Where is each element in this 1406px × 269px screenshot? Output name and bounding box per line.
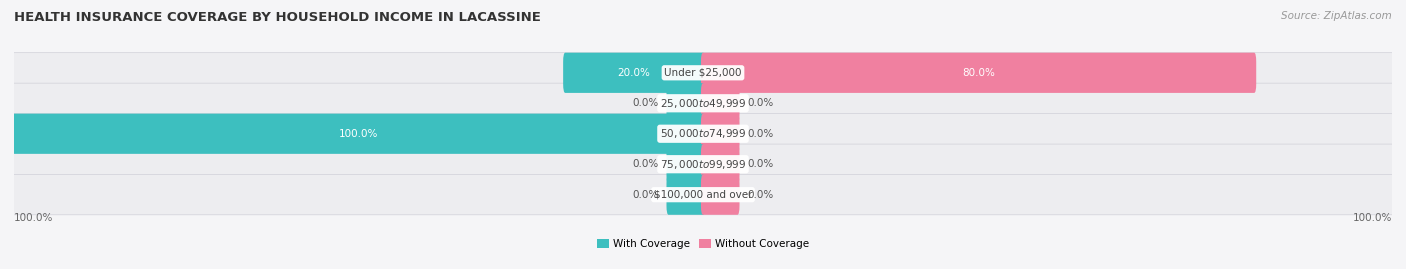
FancyBboxPatch shape <box>702 175 740 215</box>
Text: 0.0%: 0.0% <box>631 159 658 169</box>
FancyBboxPatch shape <box>13 83 1393 123</box>
FancyBboxPatch shape <box>13 53 1393 93</box>
FancyBboxPatch shape <box>13 114 704 154</box>
FancyBboxPatch shape <box>702 83 740 123</box>
FancyBboxPatch shape <box>13 114 1393 154</box>
Text: 100.0%: 100.0% <box>14 213 53 222</box>
Text: 100.0%: 100.0% <box>339 129 378 139</box>
FancyBboxPatch shape <box>702 144 740 184</box>
Text: $100,000 and over: $100,000 and over <box>654 190 752 200</box>
FancyBboxPatch shape <box>702 114 740 154</box>
FancyBboxPatch shape <box>666 144 704 184</box>
Text: 0.0%: 0.0% <box>748 129 775 139</box>
Text: 0.0%: 0.0% <box>748 159 775 169</box>
Text: 100.0%: 100.0% <box>1353 213 1392 222</box>
Text: Source: ZipAtlas.com: Source: ZipAtlas.com <box>1281 11 1392 21</box>
Text: HEALTH INSURANCE COVERAGE BY HOUSEHOLD INCOME IN LACASSINE: HEALTH INSURANCE COVERAGE BY HOUSEHOLD I… <box>14 11 541 24</box>
FancyBboxPatch shape <box>13 175 1393 215</box>
Text: 0.0%: 0.0% <box>748 98 775 108</box>
Text: 80.0%: 80.0% <box>962 68 995 78</box>
Text: $75,000 to $99,999: $75,000 to $99,999 <box>659 158 747 171</box>
FancyBboxPatch shape <box>666 175 704 215</box>
Text: 0.0%: 0.0% <box>631 190 658 200</box>
Text: 0.0%: 0.0% <box>631 98 658 108</box>
Legend: With Coverage, Without Coverage: With Coverage, Without Coverage <box>592 235 814 253</box>
Text: Under $25,000: Under $25,000 <box>664 68 742 78</box>
Text: $50,000 to $74,999: $50,000 to $74,999 <box>659 127 747 140</box>
FancyBboxPatch shape <box>702 53 1256 93</box>
Text: 0.0%: 0.0% <box>748 190 775 200</box>
FancyBboxPatch shape <box>13 144 1393 184</box>
Text: $25,000 to $49,999: $25,000 to $49,999 <box>659 97 747 110</box>
FancyBboxPatch shape <box>666 83 704 123</box>
FancyBboxPatch shape <box>564 53 704 93</box>
Text: 20.0%: 20.0% <box>617 68 651 78</box>
